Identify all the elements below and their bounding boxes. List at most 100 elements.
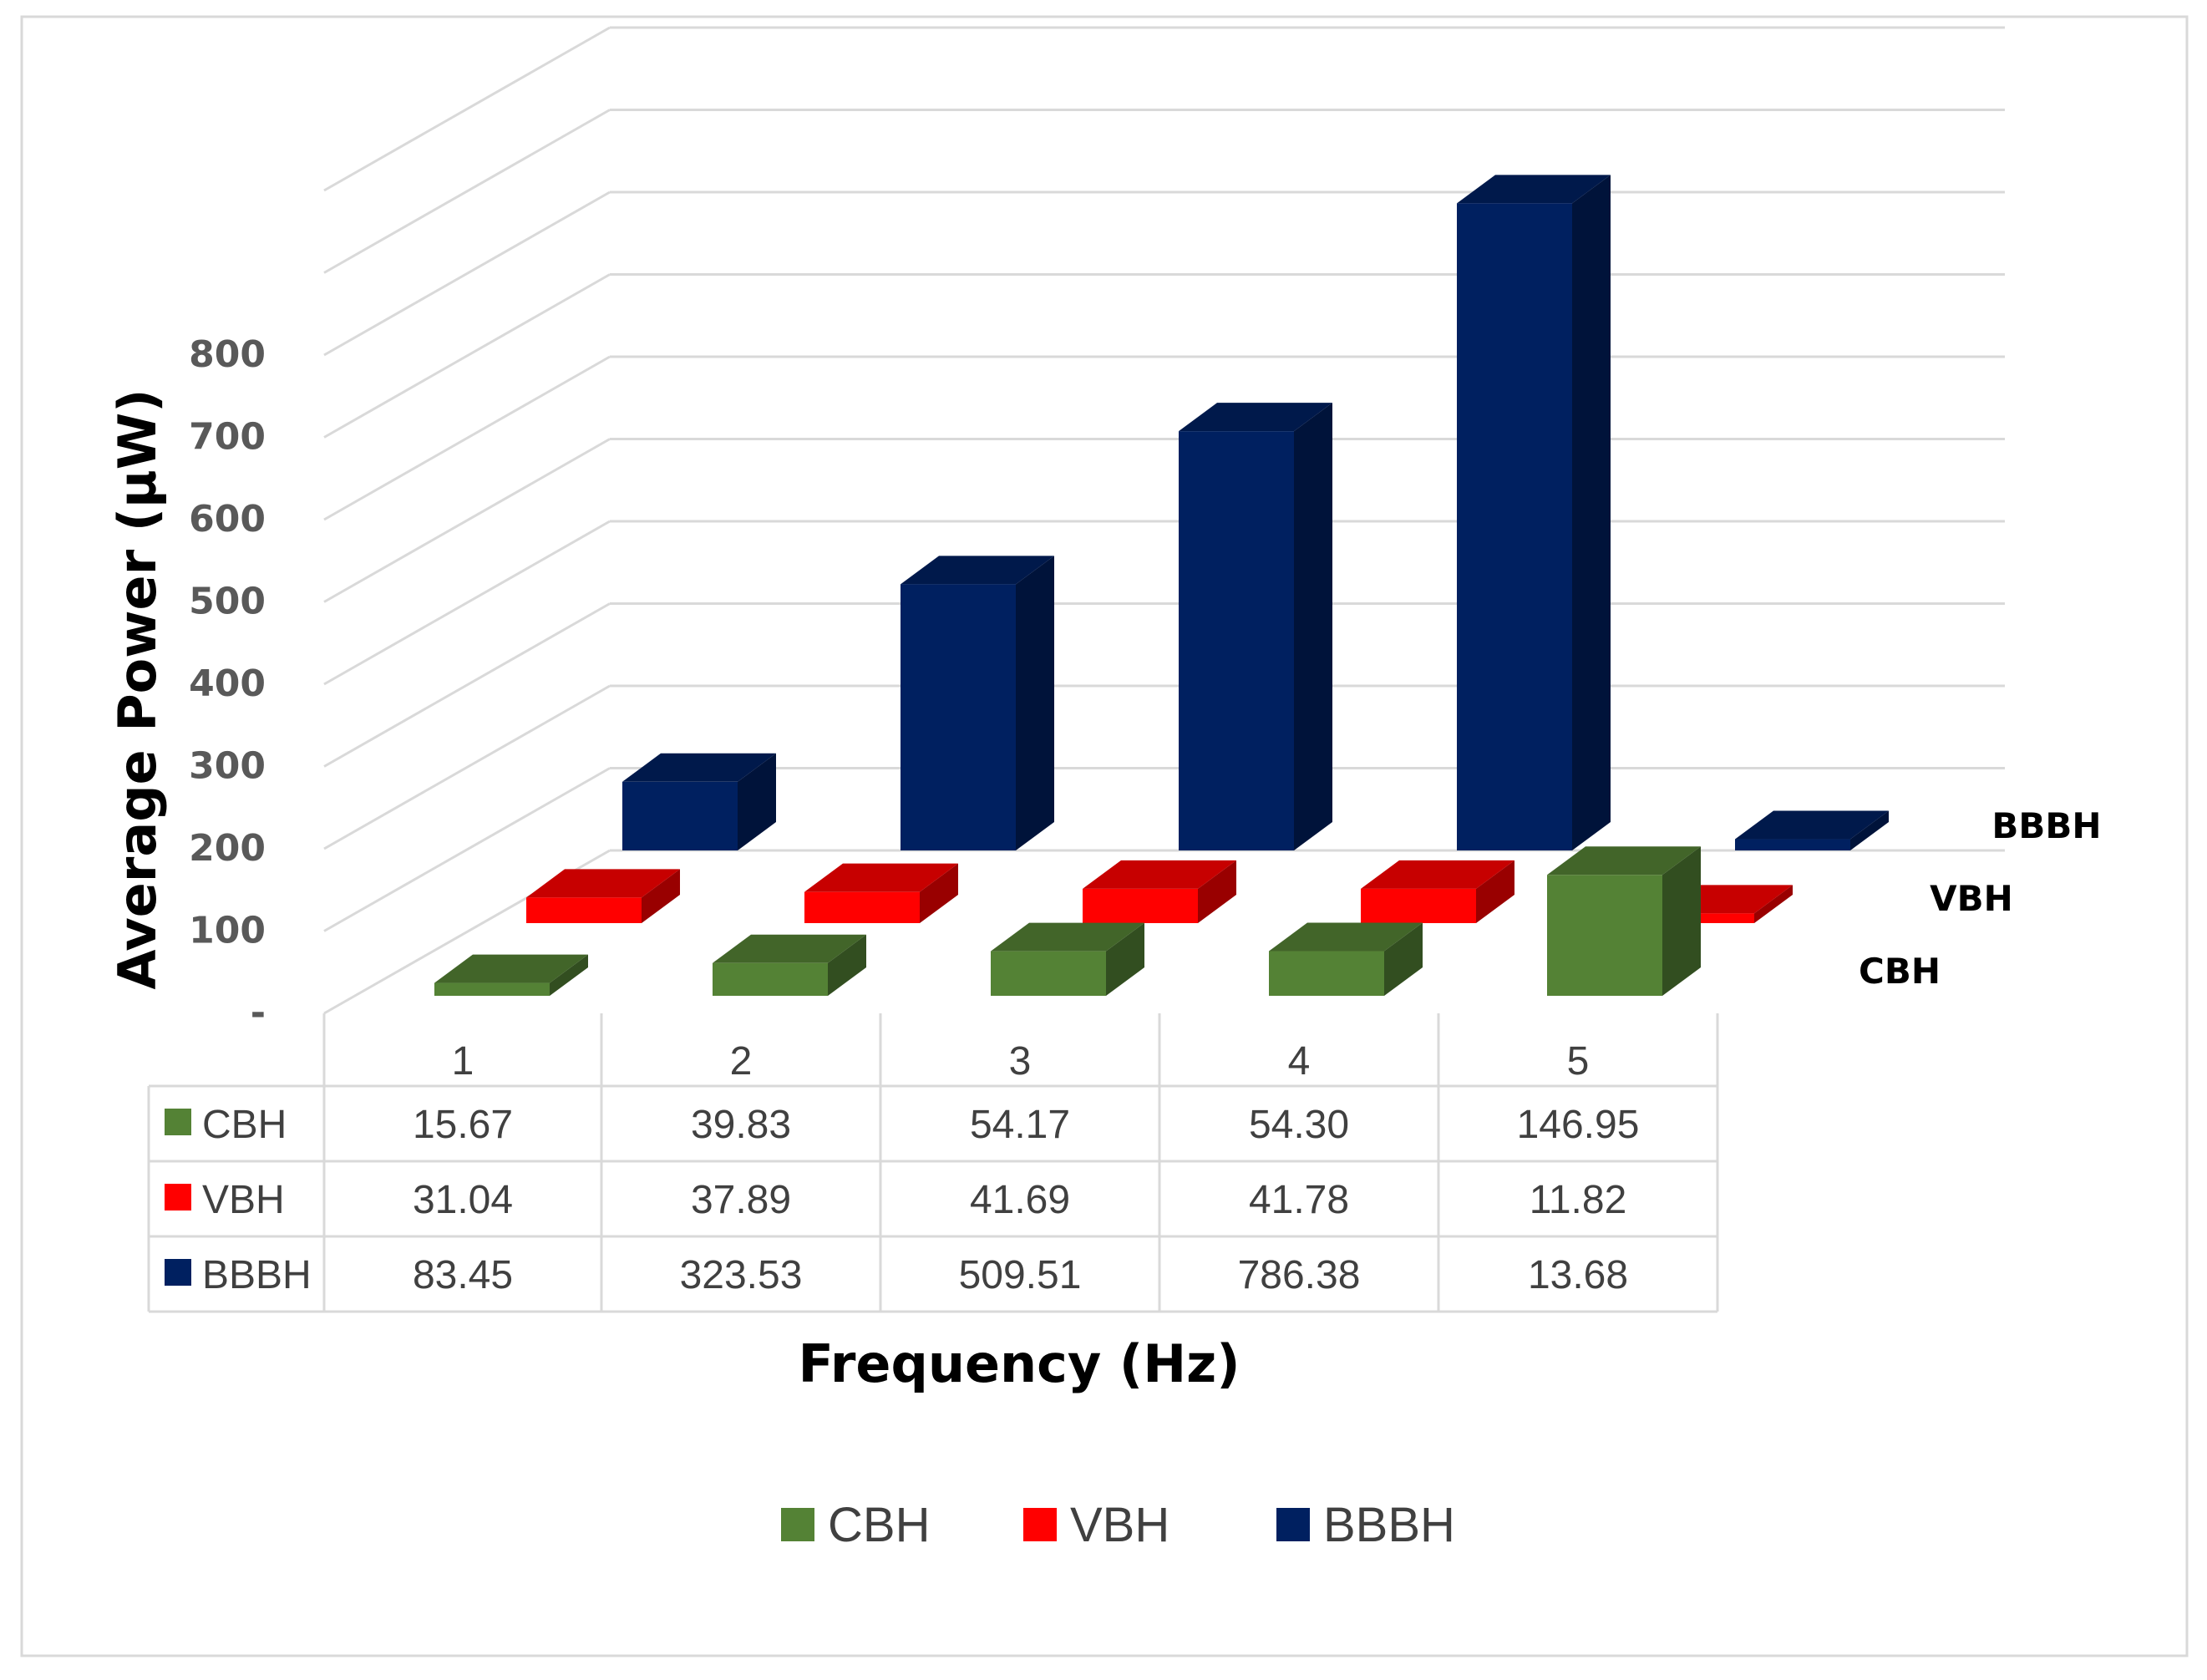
table-legend-key: [165, 1259, 191, 1286]
depth-label-cbh: CBH: [1859, 951, 1941, 992]
table-cell: 54.30: [1249, 1103, 1349, 1147]
bar-side: [920, 863, 958, 923]
table-cell: 83.45: [413, 1253, 513, 1297]
table-header-cell: 2: [730, 1039, 753, 1084]
bar-bbbh-4: [1457, 175, 1611, 850]
table-cell: 15.67: [413, 1103, 513, 1147]
y-tick-label: -: [251, 992, 266, 1034]
bar-front: [1179, 431, 1294, 850]
bar-front: [434, 982, 550, 996]
y-axis-title: Average Power (µW): [107, 389, 168, 990]
table-cell: 41.78: [1249, 1178, 1349, 1222]
bar-top: [1361, 860, 1514, 889]
bar-side: [1662, 846, 1701, 996]
table-legend-key: [165, 1184, 191, 1211]
bar-vbh-1: [526, 869, 680, 923]
gridline-side: [323, 684, 611, 850]
bar-top: [526, 869, 680, 898]
bar-bbbh-3: [1179, 403, 1332, 850]
bar-top: [1083, 860, 1236, 889]
bar-top: [1179, 403, 1332, 432]
bar-side: [1294, 403, 1332, 850]
table-cell: 41.69: [970, 1178, 1070, 1222]
table-header-cell: 5: [1567, 1039, 1590, 1084]
gridline-side: [323, 355, 611, 521]
data-table: 1 2 3 4 5 CBH 15.67 39.83 54.17 54.30 146.95 VBH 31.…: [147, 1013, 1719, 1313]
bar-side: [550, 954, 588, 996]
gridline-side: [323, 602, 611, 768]
table-cell: 509.51: [959, 1253, 1082, 1297]
gridline-side: [323, 109, 611, 274]
table-cell: 11.82: [1530, 1178, 1627, 1222]
table-cell: 39.83: [691, 1103, 791, 1147]
table-cell: 786.38: [1238, 1253, 1361, 1297]
bar-side: [738, 753, 776, 850]
legend-label-bbbh: BBBH: [1323, 1498, 1455, 1552]
bar-front: [713, 962, 828, 996]
bar-cbh-1: [434, 954, 588, 996]
gridline-side: [323, 520, 611, 686]
series-bbbh: [622, 175, 1889, 850]
bar-top: [713, 934, 866, 963]
table-header-cell: 4: [1288, 1039, 1311, 1084]
bar-bbbh-5: [1735, 810, 1889, 850]
bar-front: [622, 781, 738, 850]
bar-side: [1384, 922, 1423, 996]
table-row-label: CBH: [202, 1103, 287, 1147]
bar-side: [1572, 175, 1611, 850]
y-tick-label: 800: [189, 333, 266, 376]
gridline-side: [323, 767, 611, 932]
table-header-cell: 3: [1009, 1039, 1032, 1084]
bar-bbbh-2: [901, 556, 1054, 850]
table-header-cell: 1: [452, 1039, 474, 1084]
bar-top: [1547, 846, 1701, 876]
bar-front: [1083, 888, 1198, 923]
bar-side: [828, 934, 866, 996]
bar-top: [991, 922, 1144, 952]
bar-side: [1016, 556, 1054, 850]
bar-side: [1106, 922, 1144, 996]
table-row-label: VBH: [202, 1178, 285, 1222]
y-tick-label: 200: [189, 827, 266, 870]
bar-vbh-4: [1361, 860, 1514, 923]
bar-side: [642, 869, 680, 923]
depth-label-bbbh: BBBH: [1991, 805, 2101, 846]
table-cell: 323.53: [680, 1253, 803, 1297]
x-axis-title: Frequency (Hz): [798, 1333, 1240, 1394]
legend: CBH VBH BBBH: [781, 1498, 1455, 1552]
bar-side: [1198, 860, 1236, 923]
legend-label-vbh: VBH: [1070, 1498, 1169, 1552]
bar-top: [434, 954, 588, 983]
table-row-label: BBBH: [202, 1253, 312, 1297]
bar-cbh-2: [713, 934, 866, 996]
bar-top: [901, 556, 1054, 585]
table-cell: 37.89: [691, 1178, 791, 1222]
gridline-side: [323, 438, 611, 603]
bar-front: [1361, 888, 1476, 923]
bar-cbh-4: [1269, 922, 1423, 996]
bar-top: [804, 863, 958, 892]
table-cell: 13.68: [1528, 1253, 1628, 1297]
y-tick-label: 300: [189, 745, 266, 788]
gridline-side: [323, 273, 611, 439]
table-cell: 146.95: [1517, 1103, 1640, 1147]
y-axis-ticks: - 100 200 300 400 500 600 700 800: [189, 333, 266, 1034]
table-cell: 54.17: [970, 1103, 1070, 1147]
legend-key-vbh: [1023, 1508, 1057, 1541]
bar-side: [1476, 860, 1514, 923]
bar-cbh-5: [1547, 846, 1701, 996]
bar-front: [1547, 875, 1662, 996]
bar-front: [991, 951, 1106, 996]
bar-vbh-3: [1083, 860, 1236, 923]
bar-side: [1754, 885, 1793, 923]
legend-label-cbh: CBH: [828, 1498, 930, 1552]
y-tick-label: 400: [189, 662, 266, 705]
bar-front: [526, 897, 642, 923]
bar-front: [901, 584, 1016, 850]
bar-top: [1457, 175, 1611, 204]
depth-label-vbh: VBH: [1930, 878, 2013, 919]
bar-side: [1850, 810, 1889, 850]
legend-key-bbbh: [1276, 1508, 1310, 1541]
bar-front: [1735, 839, 1850, 850]
series-cbh: [434, 846, 1701, 996]
